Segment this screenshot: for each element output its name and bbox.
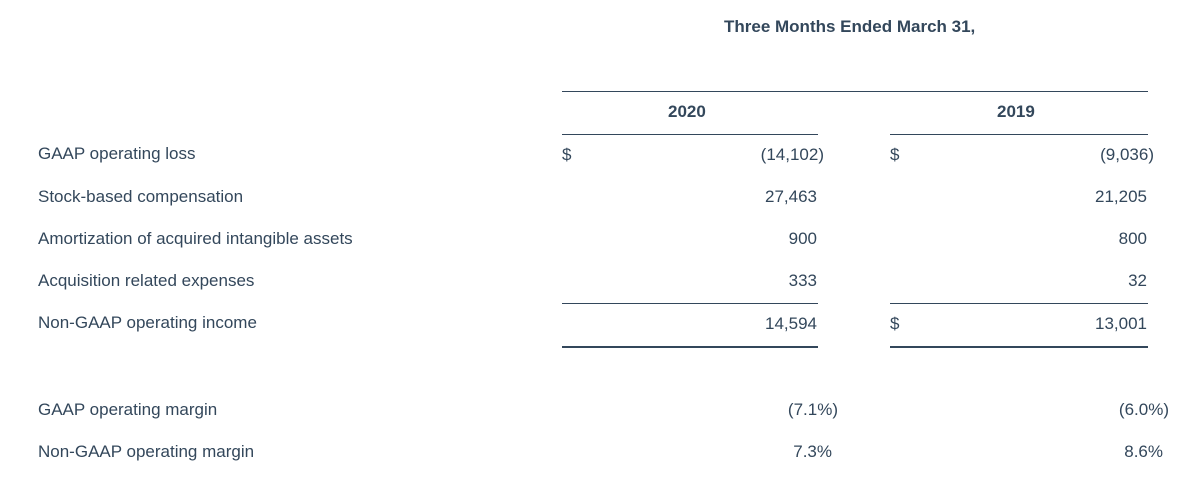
- value-2019: 800: [1118, 229, 1147, 248]
- column-rule-2020: [562, 134, 818, 135]
- dollar-sign-2019: $: [890, 314, 900, 333]
- row-label-acquisition-related-expenses: Acquisition related expenses: [38, 271, 255, 290]
- margin-value-2019: (6.0%): [1118, 400, 1169, 419]
- value-2019: 13,001: [1095, 314, 1147, 333]
- margin-value-2019: 8.6%: [1124, 442, 1163, 461]
- header-rule: [562, 91, 1148, 92]
- value-2019: (9,036): [1100, 145, 1154, 164]
- value-2019: 32: [1128, 271, 1147, 290]
- total-rule-2019: [890, 346, 1148, 348]
- row-label-non-gaap-operating-margin: Non-GAAP operating margin: [38, 442, 255, 461]
- value-2020: 900: [788, 229, 817, 248]
- period-header: Three Months Ended March 31,: [724, 17, 976, 36]
- subtotal-rule-2020: [562, 303, 818, 304]
- column-rule-2019: [890, 134, 1148, 135]
- column-header-2020: 2020: [668, 102, 706, 121]
- margin-value-2020: (7.1%): [787, 400, 838, 419]
- row-label-gaap-operating-margin: GAAP operating margin: [38, 400, 218, 419]
- total-rule-2020: [562, 346, 818, 348]
- value-2020: 14,594: [765, 314, 817, 333]
- value-2020: (14,102): [760, 145, 824, 164]
- row-label-amortization: Amortization of acquired intangible asse…: [38, 229, 353, 248]
- margin-value-2020: 7.3%: [793, 442, 832, 461]
- row-label-gaap-operating-loss: GAAP operating loss: [38, 144, 196, 163]
- value-2020: 333: [788, 271, 817, 290]
- dollar-sign-2020: $: [562, 145, 572, 164]
- row-label-stock-based-compensation: Stock-based compensation: [38, 187, 244, 206]
- subtotal-rule-2019: [890, 303, 1148, 304]
- column-header-2019: 2019: [997, 102, 1035, 121]
- row-label-non-gaap-operating-income: Non-GAAP operating income: [38, 313, 257, 332]
- value-2019: 21,205: [1095, 187, 1147, 206]
- dollar-sign-2019: $: [890, 145, 900, 164]
- value-2020: 27,463: [765, 187, 817, 206]
